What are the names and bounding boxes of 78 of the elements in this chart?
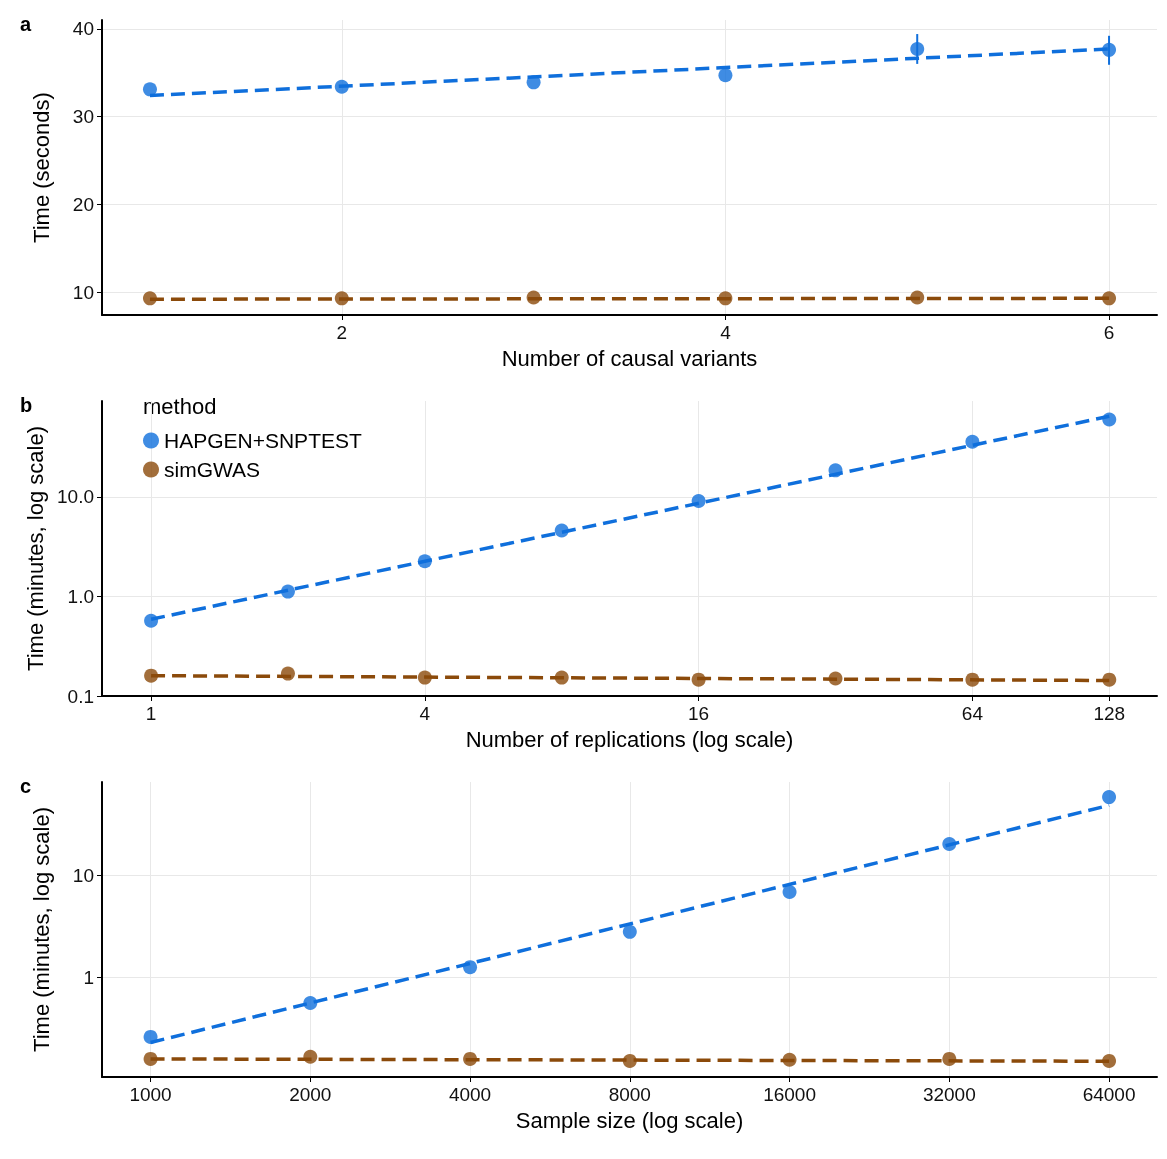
point <box>691 672 706 687</box>
point <box>782 1052 797 1067</box>
point <box>965 434 980 449</box>
point <box>554 523 569 538</box>
x-tick-label: 16000 <box>763 1084 816 1105</box>
x-axis-title: Sample size (log scale) <box>515 1107 744 1133</box>
text: c <box>20 775 32 797</box>
point <box>691 494 706 508</box>
point <box>910 41 925 56</box>
y-tick-label: 10.0 <box>57 486 94 508</box>
x-tick-label: 16 <box>688 703 710 724</box>
x-axis-title: Number of causal variants <box>501 345 758 371</box>
point <box>828 463 843 478</box>
point <box>303 996 318 1010</box>
y-tick-label: 30 <box>72 106 94 128</box>
point <box>526 290 541 305</box>
point <box>334 291 349 306</box>
x-tick-label: 128 <box>1093 703 1126 724</box>
point <box>782 884 797 899</box>
point <box>303 1049 318 1064</box>
y-tick-label: 1 <box>83 966 94 988</box>
y-axis-title: Time (minutes, log scale) <box>22 426 48 671</box>
point <box>1102 790 1117 805</box>
y-tick-label: 0.1 <box>67 685 94 707</box>
point <box>965 672 980 687</box>
point <box>622 924 637 939</box>
y-tick-label: 20 <box>72 193 94 215</box>
x-tick-label: 4 <box>720 322 732 343</box>
point <box>1102 291 1117 306</box>
point <box>143 1029 158 1044</box>
text: a <box>20 13 32 35</box>
x-tick-label: 32000 <box>922 1084 976 1105</box>
point <box>463 1051 478 1066</box>
x-tick-label: 1000 <box>129 1084 172 1105</box>
point <box>334 79 349 94</box>
point <box>142 82 157 97</box>
point <box>1102 42 1117 57</box>
y-tick-label: 40 <box>72 18 94 40</box>
point <box>144 613 159 628</box>
point <box>1102 1053 1117 1068</box>
point <box>143 1051 158 1066</box>
point <box>942 837 957 852</box>
y-tick-label: 1.0 <box>67 585 94 607</box>
x-tick-label: 2000 <box>289 1084 332 1105</box>
legend-title: method <box>143 393 217 419</box>
point <box>1102 672 1117 687</box>
point <box>280 584 295 599</box>
legend-label: simGWAS <box>164 458 261 481</box>
point <box>910 290 925 305</box>
x-tick-label: 2 <box>336 322 348 343</box>
y-tick-label: 10 <box>72 281 94 303</box>
x-tick-label: 8000 <box>608 1084 651 1105</box>
point <box>417 554 432 569</box>
x-tick-label: 4000 <box>448 1084 492 1105</box>
legend-label: HAPGEN+SNPTEST <box>164 429 362 452</box>
point <box>142 291 157 306</box>
point <box>718 68 733 83</box>
point <box>1102 412 1117 427</box>
x-axis-title: Number of replications (log scale) <box>465 726 794 752</box>
point <box>718 291 733 306</box>
text: b <box>20 394 33 416</box>
x-tick-label: 1 <box>145 703 157 724</box>
point <box>828 671 843 686</box>
x-tick-label: 64 <box>961 703 984 724</box>
y-axis-title: Time (seconds) <box>28 92 54 243</box>
y-axis-title: Time (minutes, log scale) <box>28 807 54 1052</box>
point <box>942 1051 957 1066</box>
x-tick-label: 64000 <box>1082 1084 1136 1105</box>
x-tick-label: 6 <box>1103 322 1115 343</box>
x-tick-label: 4 <box>419 703 431 724</box>
point <box>417 670 432 685</box>
point <box>526 75 541 90</box>
point <box>280 666 295 681</box>
point <box>554 670 569 685</box>
y-tick-label: 10 <box>72 865 94 887</box>
point <box>463 960 478 975</box>
point <box>622 1053 637 1068</box>
point <box>144 668 159 683</box>
